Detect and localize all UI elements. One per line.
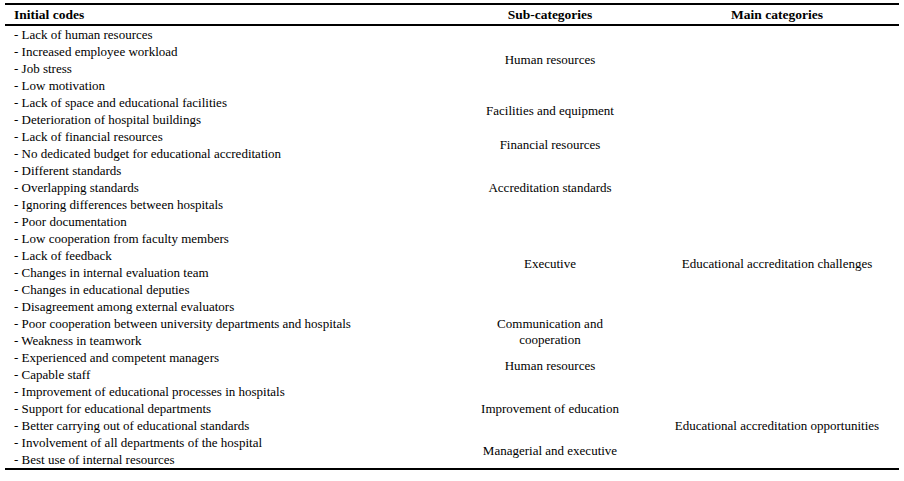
- initial-code-item: - Better carrying out of educational sta…: [5, 417, 445, 434]
- initial-code-item: - Different standards: [5, 162, 445, 179]
- column-header-initial-codes: Initial codes: [5, 7, 445, 23]
- categories-table: Initial codes Sub-categories Main catego…: [5, 3, 899, 470]
- initial-code-item: - Disagreement among external evaluators: [5, 298, 445, 315]
- sub-category-label: Facilities and equipment: [486, 103, 614, 119]
- sub-category-label: Human resources: [505, 358, 596, 374]
- initial-code-item: - Poor documentation: [5, 213, 445, 230]
- initial-code-item: - Best use of internal resources: [5, 451, 445, 468]
- initial-code-item: - Ignoring differences between hospitals: [5, 196, 445, 213]
- main-category-cell: Educational accreditation opportunities: [655, 383, 899, 468]
- main-category-label: Educational accreditation opportunities: [675, 418, 879, 434]
- initial-code-item: - Job stress: [5, 60, 445, 77]
- initial-code-item: - Lack of human resources: [5, 26, 445, 43]
- sub-category-cell: Improvement of education: [445, 383, 655, 434]
- sub-category-label: Accreditation standards: [488, 180, 611, 196]
- sub-category-cell: Communication and cooperation: [445, 315, 655, 349]
- initial-code-item: - Capable staff: [5, 366, 445, 383]
- column-header-main-categories: Main categories: [655, 7, 899, 23]
- sub-category-cell: Human resources: [445, 349, 655, 383]
- sub-category-label: Improvement of education: [481, 401, 619, 417]
- initial-code-item: - Experienced and competent managers: [5, 349, 445, 366]
- sub-category-label: Managerial and executive: [483, 443, 617, 459]
- sub-category-label: Communication and cooperation: [470, 316, 630, 348]
- initial-code-item: - Support for educational departments: [5, 400, 445, 417]
- sub-category-cell: Facilities and equipment: [445, 94, 655, 128]
- initial-code-item: - Increased employee workload: [5, 43, 445, 60]
- initial-code-item: - Improvement of educational processes i…: [5, 383, 445, 400]
- initial-code-item: - Lack of financial resources: [5, 128, 445, 145]
- initial-code-item: - Weakness in teamwork: [5, 332, 445, 349]
- sub-category-label: Human resources: [505, 52, 596, 68]
- initial-code-item: - No dedicated budget for educational ac…: [5, 145, 445, 162]
- main-category-label: Educational accreditation challenges: [682, 256, 873, 272]
- main-category-cell: Educational accreditation challenges: [655, 213, 899, 315]
- sub-category-cell: Financial resources: [445, 128, 655, 162]
- table-header-row: Initial codes Sub-categories Main catego…: [5, 5, 899, 26]
- sub-category-cell: Managerial and executive: [445, 434, 655, 468]
- initial-code-item: - Lack of space and educational faciliti…: [5, 94, 445, 111]
- initial-code-item: - Involvement of all departments of the …: [5, 434, 445, 451]
- initial-code-item: - Changes in internal evaluation team: [5, 264, 445, 281]
- initial-code-item: - Changes in educational deputies: [5, 281, 445, 298]
- initial-code-item: - Low cooperation from faculty members: [5, 230, 445, 247]
- sub-category-cell: Accreditation standards: [445, 162, 655, 213]
- initial-code-item: - Low motivation: [5, 77, 445, 94]
- initial-code-item: - Lack of feedback: [5, 247, 445, 264]
- sub-category-label: Financial resources: [500, 137, 601, 153]
- initial-code-item: - Poor cooperation between university de…: [5, 315, 445, 332]
- initial-code-item: - Deterioration of hospital buildings: [5, 111, 445, 128]
- table-body: - Lack of human resources- Increased emp…: [5, 26, 899, 468]
- paper-table-page: Initial codes Sub-categories Main catego…: [0, 0, 904, 481]
- column-header-sub-categories: Sub-categories: [445, 7, 655, 23]
- initial-code-item: - Overlapping standards: [5, 179, 445, 196]
- sub-category-cell: Human resources: [445, 26, 655, 94]
- sub-category-cell: Executive: [445, 213, 655, 315]
- sub-category-label: Executive: [524, 256, 576, 272]
